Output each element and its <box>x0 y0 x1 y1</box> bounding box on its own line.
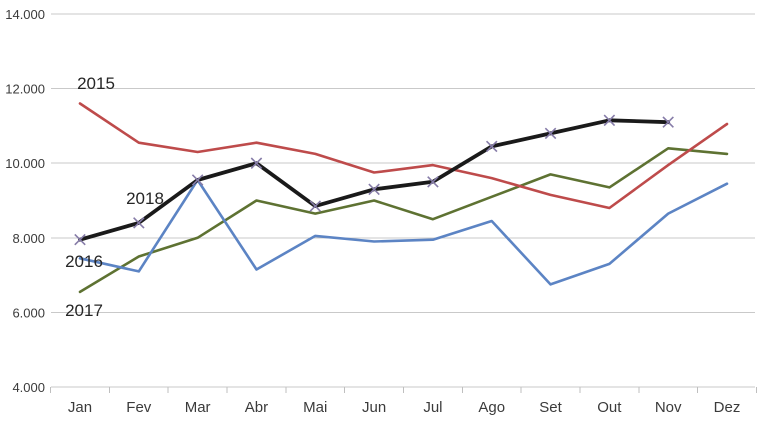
x-marker-icon <box>603 114 616 127</box>
y-axis-tick-label: 4.000 <box>12 380 45 395</box>
x-axis-tick-label: Nov <box>655 399 682 416</box>
x-axis-tick-label: Out <box>597 399 622 416</box>
series-label-2015: 2015 <box>77 74 115 93</box>
x-axis-tick-label: Fev <box>126 399 152 416</box>
y-axis-tick-label: 8.000 <box>12 231 45 246</box>
x-axis-tick-label: Jul <box>423 399 442 416</box>
x-marker-icon <box>427 176 439 188</box>
y-axis-tick-label: 14.000 <box>5 7 45 22</box>
x-axis-tick-label: Jun <box>362 399 386 416</box>
series-label-2017: 2017 <box>65 301 103 320</box>
x-marker-icon <box>191 174 204 186</box>
y-axis-tick-label: 12.000 <box>5 82 45 97</box>
x-marker-icon <box>250 157 263 169</box>
series-line-2016 <box>78 178 729 286</box>
x-axis-tick-label: Set <box>539 399 562 416</box>
x-axis-tick-label: Dez <box>714 399 741 416</box>
series-label-2018: 2018 <box>126 189 164 208</box>
series-line-2017 <box>78 147 729 294</box>
series-label-2016: 2016 <box>65 252 103 271</box>
x-axis-tick-label: Abr <box>245 399 268 416</box>
x-axis-tick-label: Ago <box>478 399 505 416</box>
y-axis-tick-label: 6.000 <box>12 305 45 320</box>
x-marker-icon <box>544 127 557 140</box>
series-line-2015 <box>78 102 729 210</box>
x-marker-icon <box>309 200 322 212</box>
x-marker-icon <box>133 217 145 229</box>
x-axis-tick-label: Jan <box>68 399 92 416</box>
x-marker-icon <box>368 183 380 196</box>
x-marker-icon <box>485 140 498 153</box>
y-axis-tick-label: 10.000 <box>5 156 45 171</box>
x-axis-tick-label: Mar <box>185 399 211 416</box>
x-marker-icon <box>662 116 674 128</box>
x-axis-tick-label: Mai <box>303 399 327 416</box>
x-marker-icon <box>74 233 86 246</box>
